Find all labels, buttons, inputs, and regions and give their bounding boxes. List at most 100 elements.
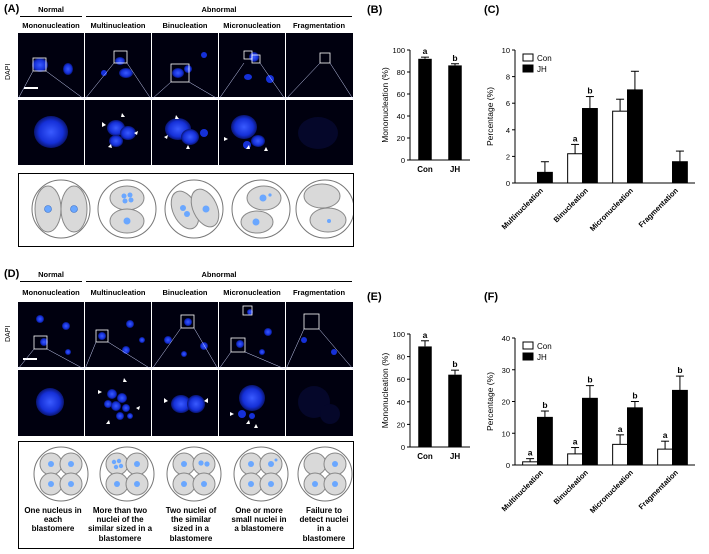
micrograph-a-micro-low — [219, 33, 285, 97]
caption-mono: One nucleus in each blastomere — [24, 506, 82, 534]
chart-c-ytick-label-0: 0 — [506, 179, 510, 188]
chart-e-ytick-label-4: 80 — [397, 353, 405, 362]
panel-label-c: (C) — [484, 4, 500, 16]
chart-b-ylabel: Mononucleation (%) — [380, 67, 390, 143]
schematic-d-multi — [99, 446, 155, 502]
caption-bi: Two nuclei of the similar sized in a bla… — [165, 506, 217, 543]
col-header-d-4: Fragmentation — [292, 288, 346, 297]
chart-c-letter-0-1: a — [573, 133, 578, 143]
chart-c-ytick-label-1: 2 — [506, 152, 510, 161]
chart-e: 0 20 40 60 80 100 Mononucleation (%) a Con b JH — [380, 330, 470, 461]
schematic-a-micro — [231, 179, 291, 239]
col-header-a-1: Multinucleation — [90, 21, 146, 30]
chart-f: 0 10 20 30 40 Percentage (%) a b Multinucleation… — [485, 334, 695, 515]
chart-f-legend-label-1: JH — [537, 353, 547, 362]
micrograph-d-micro-low — [219, 302, 285, 367]
chart-f-bar-0-3 — [657, 448, 673, 466]
micrograph-a-multi-high — [85, 100, 151, 165]
zoom-lines-d — [18, 327, 353, 370]
micrograph-a-multi-low — [85, 33, 151, 97]
schematic-d-frag — [297, 446, 353, 502]
panel-label-b: (B) — [367, 4, 383, 16]
group-abnormal-a: Abnormal — [201, 5, 237, 14]
col-header-a-3: Micronucleation — [223, 21, 281, 30]
micrograph-a-bi-high — [152, 100, 218, 165]
micrograph-d-mono-low — [18, 302, 84, 367]
chart-f-ylabel: Percentage (%) — [485, 372, 495, 431]
chart-f-legend-swatch-1 — [522, 352, 534, 361]
chart-e-xtick-label-0: Con — [417, 452, 433, 461]
caption-frag: Failure to detect nuclei in a blastomere — [299, 506, 349, 543]
chart-e-ylabel: Mononucleation (%) — [380, 353, 390, 429]
chart-f-letter-1-3: b — [677, 365, 682, 375]
chart-f-letter-0-0: a — [528, 448, 533, 458]
chart-b-xtick-label-0: Con — [417, 165, 433, 174]
schematics-a — [31, 179, 355, 239]
chart-f-ytick-label-1: 10 — [502, 429, 510, 438]
chart-c-ylabel: Percentage (%) — [485, 87, 495, 146]
chart-f-bar-1-3 — [672, 389, 688, 466]
group-line-normal-a — [20, 16, 82, 17]
col-header-a-2: Binucleation — [162, 21, 208, 30]
col-header-d-2: Binucleation — [162, 288, 208, 297]
chart-c-bar-1-1 — [582, 108, 598, 184]
schematic-d-bi — [166, 446, 222, 502]
chart-e-bar-1 — [448, 374, 462, 447]
chart-c-ytick-label-3: 6 — [506, 99, 510, 108]
zoom-lines-a — [18, 62, 353, 100]
chart-b-ytick-label-4: 80 — [397, 68, 405, 77]
chart-c-bar-1-0 — [537, 171, 553, 184]
schematic-d-mono — [33, 446, 89, 502]
micrograph-a-bi-low — [152, 33, 218, 97]
chart-c-bar-0-1 — [567, 153, 584, 184]
micrograph-d-bi-low — [152, 302, 218, 367]
chart-c-ytick-label-5: 10 — [502, 46, 510, 55]
chart-e-bar-0 — [418, 346, 432, 447]
chart-e-letter-0: a — [423, 330, 428, 340]
col-header-d-3: Micronucleation — [223, 288, 281, 297]
col-header-a-4: Fragmentation — [292, 21, 346, 30]
schematic-box-d: One nucleus in each blastomere More than… — [18, 441, 354, 549]
chart-c-bar-0-2 — [612, 110, 629, 184]
chart-f-letter-1-0: b — [542, 400, 547, 410]
caption-multi: More than two nuclei of the similar size… — [87, 506, 153, 543]
chart-b-letter-0: a — [423, 46, 428, 56]
chart-c-legend-label-1: JH — [537, 65, 547, 74]
micrograph-d-bi-high — [152, 370, 218, 436]
chart-e-ytick-label-2: 40 — [397, 398, 405, 407]
chart-e-ytick-label-3: 60 — [397, 375, 405, 384]
chart-c-xtick-label-0: Multinucleation — [500, 186, 546, 232]
chart-f-xtick-label-1: Binucleation — [552, 468, 590, 506]
chart-c-letter-1-1: b — [587, 86, 592, 96]
caption-micro: One or more small nuclei in a blastomere — [231, 506, 287, 534]
chart-b-ytick-label-3: 60 — [397, 90, 405, 99]
panel-label-d: (D) — [4, 268, 20, 280]
schematic-a-multi — [97, 179, 157, 239]
chart-b-letter-1: b — [452, 53, 457, 63]
chart-f-legend-label-0: Con — [537, 342, 552, 351]
micrograph-grid-a — [18, 33, 353, 165]
stain-label-a: DAPI — [5, 63, 12, 80]
chart-f-letter-0-2: a — [618, 424, 623, 434]
group-abnormal-d: Abnormal — [201, 270, 237, 279]
chart-f-bar-1-0 — [537, 416, 553, 466]
chart-b-ytick-label-0: 0 — [401, 156, 405, 165]
chart-e-ytick-label-5: 100 — [392, 330, 405, 339]
chart-b-bar-0 — [418, 58, 432, 160]
chart-f-bar-0-1 — [567, 453, 584, 466]
group-line-normal-d — [20, 281, 82, 282]
micrograph-a-frag-high — [286, 100, 353, 165]
chart-e-xtick-label-1: JH — [450, 452, 460, 461]
chart-f-letter-1-1: b — [587, 375, 592, 385]
schematics-d — [33, 446, 353, 502]
micrograph-a-mono-high — [18, 100, 84, 165]
chart-f-bar-0-2 — [612, 443, 629, 466]
micrograph-d-multi-low — [85, 302, 151, 367]
schematic-a-frag — [295, 179, 355, 239]
group-normal-d: Normal — [38, 270, 64, 279]
chart-c-legend-swatch-0 — [522, 53, 534, 62]
col-header-d-1: Multinucleation — [90, 288, 146, 297]
chart-c-legend-swatch-1 — [522, 64, 534, 73]
group-normal-a: Normal — [38, 5, 64, 14]
schematic-a-mono — [31, 179, 91, 239]
